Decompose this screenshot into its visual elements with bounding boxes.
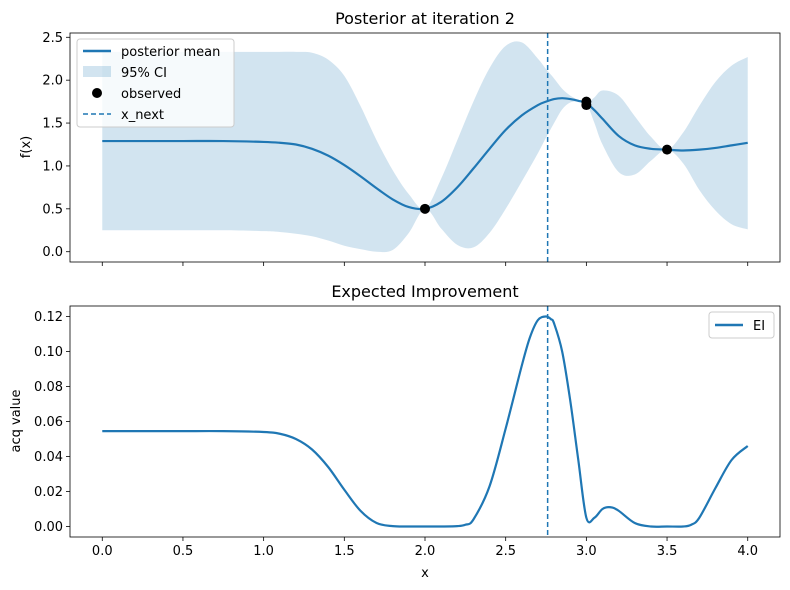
ei-xtick-label: 2.5: [495, 544, 516, 559]
ei-xtick-label: 0.0: [92, 544, 113, 559]
posterior-ytick-label: 0.5: [42, 202, 63, 217]
ei-ytick-label: 0.00: [34, 520, 63, 535]
ei-ytick-label: 0.06: [34, 415, 63, 430]
ei-xlabel: x: [421, 566, 429, 581]
ei-ytick-label: 0.08: [34, 380, 63, 395]
ei-xtick-label: 4.0: [737, 544, 758, 559]
ei-xtick-label: 1.5: [334, 544, 355, 559]
ei-ticks-layer: 0.0 0.5 1.0 1.5 2.0 2.5 3.0 3.5 4.0 0.00 0.02 0.04 0…: [34, 310, 758, 559]
legend-mean-label: posterior mean: [121, 45, 220, 60]
legend-ci-label: 95% CI: [121, 66, 167, 81]
posterior-ytick-label: 1.5: [42, 117, 63, 132]
legend-ei-label: EI: [753, 319, 765, 334]
legend-xnext-label: x_next: [121, 108, 164, 123]
ci-band: [102, 41, 748, 253]
ei-ylabel: acq value: [9, 389, 24, 452]
posterior-ytick-label: 0.0: [42, 245, 63, 260]
posterior-ytick-label: 2.5: [42, 31, 63, 46]
observed-point: [662, 144, 673, 155]
posterior-mean-line: [102, 97, 748, 211]
ei-ytick-label: 0.10: [34, 345, 63, 360]
ei-xtick-label: 0.5: [173, 544, 194, 559]
posterior-ytick-label: 1.0: [42, 159, 63, 174]
posterior-lines-layer: [102, 33, 748, 262]
ei-curve: [102, 315, 749, 528]
observed-point: [581, 96, 592, 107]
observed-point: [420, 203, 430, 214]
posterior-ytick-label: 2.0: [42, 74, 63, 89]
posterior-panel: Posterior at iteration 2 0.0 0.5 1.0 1.5 2.0…: [19, 9, 781, 266]
ei-xtick-label: 1.0: [253, 544, 274, 559]
ei-ytick-label: 0.02: [34, 485, 63, 500]
legend-ci-swatch: [83, 66, 111, 77]
ei-xtick-label: 3.0: [576, 544, 597, 559]
posterior-legend-box: [76, 38, 235, 128]
posterior-ticks-layer: 0.0 0.5 1.0 1.5 2.0 2.5: [42, 31, 749, 266]
ci-band-layer: [102, 41, 748, 253]
posterior-title: Posterior at iteration 2: [335, 9, 515, 28]
legend-observed-swatch: [92, 88, 102, 98]
legend-observed-label: observed: [121, 87, 181, 102]
ei-ytick-label: 0.04: [34, 450, 63, 465]
ei-legend: EI: [708, 311, 775, 339]
ei-panel: Expected Improvement 0.0 0.5 1.0 1.5 2.0 2.5 3…: [9, 282, 781, 581]
posterior-axes-frame: [69, 32, 781, 263]
ei-ytick-label: 0.12: [34, 310, 63, 325]
posterior-ylabel: f(x): [19, 136, 34, 158]
ei-lines-layer: [102, 306, 749, 537]
ei-xtick-label: 3.5: [657, 544, 678, 559]
ei-xtick-label: 2.0: [415, 544, 436, 559]
posterior-legend: posterior mean 95% CI observed x_next: [76, 38, 235, 128]
ei-title: Expected Improvement: [331, 282, 518, 301]
ei-axes-frame: [69, 305, 781, 538]
